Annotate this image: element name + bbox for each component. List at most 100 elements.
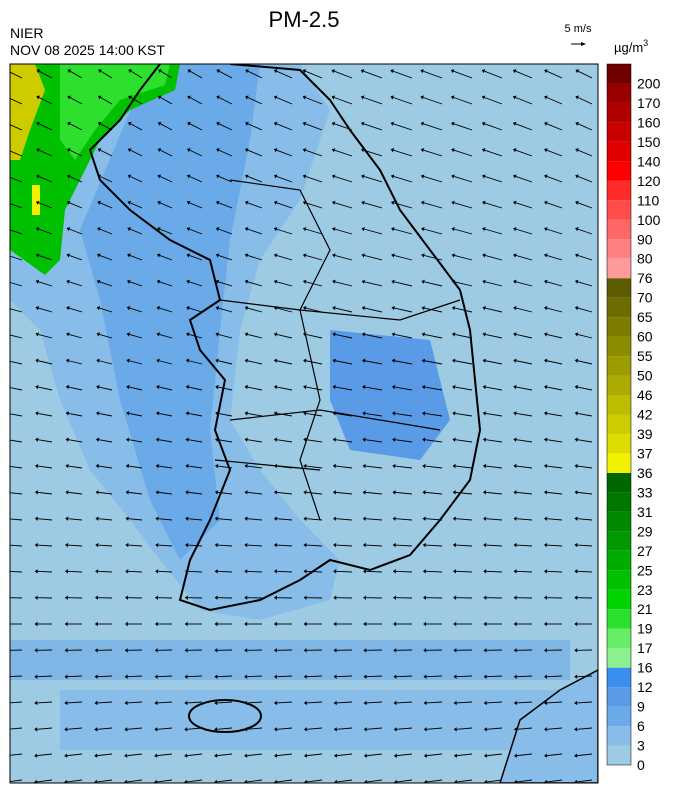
- wind-arrow-head: [184, 674, 188, 679]
- wind-arrow: [423, 97, 443, 105]
- wind-arrow: [453, 176, 473, 183]
- wind-arrow: [306, 491, 323, 495]
- colorbar-label: 70: [637, 290, 653, 306]
- wind-arrow: [10, 727, 23, 730]
- wind-arrow: [577, 518, 593, 521]
- colorbar-box: [607, 64, 631, 84]
- wind-arrow: [516, 570, 533, 573]
- wind-arrow: [546, 255, 563, 261]
- wind-arrow-head: [363, 727, 367, 732]
- wind-arrow: [426, 779, 443, 783]
- wind-arrow-head: [302, 279, 307, 284]
- wind-arrow-head: [303, 384, 307, 390]
- wind-arrow-head: [4, 727, 7, 731]
- wind-arrow: [577, 701, 593, 704]
- colorbar-box: [607, 180, 631, 201]
- wind-arrow: [306, 544, 323, 547]
- wind-arrow-head: [513, 674, 517, 679]
- wind-arrow-head: [155, 516, 159, 521]
- colorbar-box: [607, 531, 631, 551]
- wind-arrow-head: [392, 490, 396, 495]
- wind-arrow: [515, 307, 533, 313]
- wind-arrow: [516, 727, 533, 730]
- wind-arrow-head: [186, 305, 190, 311]
- wind-arrow-head: [64, 779, 68, 783]
- wind-arrow: [516, 491, 533, 495]
- wind-arrow-head: [64, 674, 68, 679]
- wind-arrow: [484, 228, 503, 235]
- wind-arrow: [395, 491, 413, 495]
- wind-arrow: [66, 779, 83, 783]
- wind-arrow-head: [244, 384, 248, 390]
- wind-arrow: [10, 334, 23, 339]
- wind-arrow-head: [244, 305, 249, 311]
- map: [4, 64, 598, 783]
- wind-arrow-head: [273, 358, 278, 363]
- wind-arrow: [305, 360, 323, 365]
- wind-arrow: [276, 544, 293, 547]
- wind-arrow: [68, 544, 83, 547]
- wind-arrow: [334, 255, 353, 261]
- wind-arrow-head: [273, 174, 278, 179]
- wind-arrow-head: [5, 174, 9, 178]
- wind-arrow-head: [574, 305, 579, 311]
- wind-arrow-head: [422, 463, 426, 469]
- wind-arrow-head: [35, 200, 40, 205]
- wind-arrow: [515, 281, 533, 287]
- wind-arrow: [160, 70, 173, 79]
- colorbar-label: 23: [637, 582, 653, 598]
- wind-arrow: [336, 701, 353, 704]
- colorbar-box: [607, 83, 631, 103]
- wind-arrow-head: [483, 569, 487, 574]
- colorbar-label: 39: [637, 426, 653, 442]
- wind-arrow-head: [34, 569, 38, 574]
- colorbar-label: 140: [637, 153, 661, 169]
- wind-arrow-head: [574, 648, 578, 653]
- wind-arrow-head: [273, 595, 277, 600]
- wind-arrow-head: [244, 227, 249, 232]
- wind-arrow: [160, 97, 173, 105]
- wind-arrow-head: [393, 753, 398, 758]
- wind-arrow: [129, 255, 143, 261]
- wind-arrow-head: [273, 148, 278, 153]
- wind-arrow: [454, 228, 473, 235]
- wind-arrow-head: [453, 700, 457, 706]
- wind-arrow-head: [273, 384, 278, 390]
- wind-arrow: [276, 701, 293, 704]
- wind-arrow: [128, 465, 143, 469]
- wind-arrow-head: [452, 384, 456, 390]
- wind-arrow-head: [186, 227, 191, 232]
- wind-arrow: [577, 412, 593, 417]
- wind-arrow-head: [64, 569, 69, 574]
- wind-arrow: [484, 149, 503, 157]
- wind-arrow: [426, 701, 443, 704]
- wind-arrow: [247, 70, 263, 79]
- wind-arrow: [37, 518, 53, 521]
- wind-arrow-head: [333, 542, 337, 548]
- wind-arrow-head: [127, 253, 131, 258]
- wind-arrow-head: [451, 253, 456, 258]
- wind-arrow-head: [215, 437, 219, 442]
- wind-arrow-head: [95, 490, 99, 495]
- wind-arrow-head: [125, 542, 129, 548]
- wind-arrow-head: [544, 95, 548, 100]
- wind-arrow: [38, 176, 53, 183]
- wind-arrow-head: [422, 542, 426, 548]
- wind-arrow: [546, 97, 563, 105]
- wind-arrow-head: [513, 305, 517, 311]
- wind-arrow-head: [4, 490, 7, 494]
- wind-arrow: [484, 70, 503, 79]
- wind-arrow: [486, 701, 503, 704]
- wind-arrow-head: [574, 279, 579, 284]
- wind-arrow: [485, 386, 503, 391]
- wind-arrow-head: [333, 727, 337, 732]
- wind-arrow-head: [483, 674, 487, 679]
- wind-arrow: [218, 123, 233, 131]
- wind-arrow-head: [482, 253, 486, 258]
- wind-arrow-head: [186, 332, 190, 337]
- wind-arrow-head: [214, 569, 218, 574]
- wind-arrow: [276, 491, 293, 495]
- wind-arrow: [158, 465, 173, 469]
- wind-arrow: [128, 439, 143, 443]
- wind-arrow: [127, 701, 143, 704]
